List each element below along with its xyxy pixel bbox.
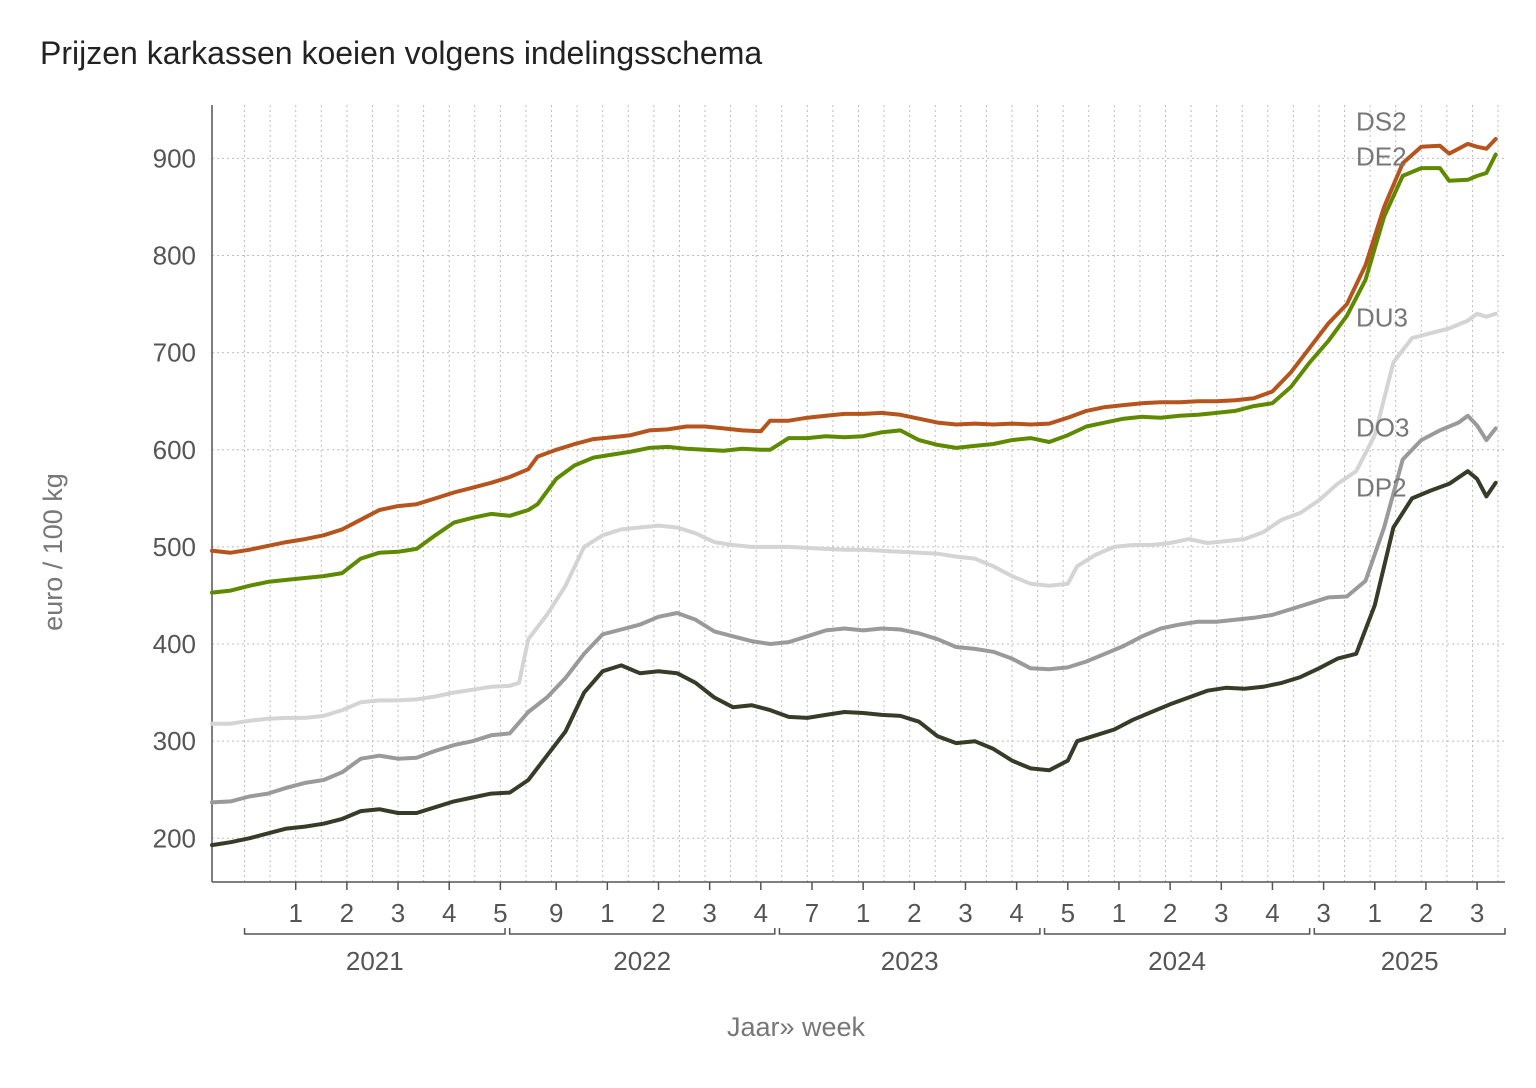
y-tick-label: 500 [153,532,196,562]
x-axis-label: Jaar» week [727,1012,866,1042]
year-bracket [1043,928,1311,935]
series-line-de2 [210,152,1498,595]
x-tick-label: 3 [702,898,716,928]
x-tick-label: 2 [1419,898,1433,928]
x-tick-label: 2 [651,898,665,928]
y-axis-label: euro / 100 kg [38,473,68,631]
x-tick-label: 2 [907,898,921,928]
x-tick-label: 7 [805,898,819,928]
x-tick-label: 1 [600,898,614,928]
y-tick-label: 700 [153,338,196,368]
x-tick-label: 2 [340,898,354,928]
x-tick-label: 4 [1265,898,1279,928]
series-line-do3 [210,413,1498,805]
series-line-ds2 [210,137,1498,555]
x-tick-label: 1 [856,898,870,928]
x-tick-label: 1 [1112,898,1126,928]
x-tick-label: 4 [754,898,768,928]
x-tick-label: 3 [391,898,405,928]
year-label: 2025 [1381,946,1439,976]
year-bracket [243,928,506,935]
x-tick-label: 3 [1214,898,1228,928]
y-tick-label: 200 [153,823,196,853]
x-tick-label: 9 [549,898,563,928]
series-label-dp2: DP2 [1356,473,1407,503]
chart-title: Prijzen karkassen koeien volgens indelin… [40,35,762,71]
year-bracket [508,928,776,935]
series-label-du3: DU3 [1356,303,1408,333]
x-tick-label: 3 [1470,898,1484,928]
x-tick-label: 4 [1009,898,1023,928]
x-tick-label: 5 [493,898,507,928]
series-label-do3: DO3 [1356,412,1409,442]
year-bracket [1313,928,1506,935]
x-tick-label: 5 [1061,898,1075,928]
year-label: 2022 [613,946,671,976]
series-line-du3 [210,311,1498,726]
y-tick-label: 600 [153,435,196,465]
grid [212,105,1505,882]
x-tick-label: 1 [1368,898,1382,928]
x-tick-label: 3 [1316,898,1330,928]
y-tick-label: 300 [153,726,196,756]
series-line-dp2 [210,469,1498,848]
y-tick-label: 400 [153,629,196,659]
year-bracket [778,928,1041,935]
axes: 200 300 400 500 600 700 800 900 1 2 3 4 5 9 1 2 3 4 7 1 2 3 4 5… [153,105,1506,976]
year-label: 2024 [1148,946,1206,976]
series-lines [210,137,1498,848]
x-tick-label: 4 [442,898,456,928]
year-label: 2023 [881,946,939,976]
y-tick-label: 800 [153,241,196,271]
series-labels: DS2 DE2 DU3 DO3 DP2 [1356,107,1409,503]
x-tick-label: 2 [1163,898,1177,928]
year-label: 2021 [346,946,404,976]
x-tick-label: 3 [958,898,972,928]
series-label-de2: DE2 [1356,141,1407,171]
series-label-ds2: DS2 [1356,107,1407,137]
x-tick-label: 1 [288,898,302,928]
y-tick-label: 900 [153,143,196,173]
